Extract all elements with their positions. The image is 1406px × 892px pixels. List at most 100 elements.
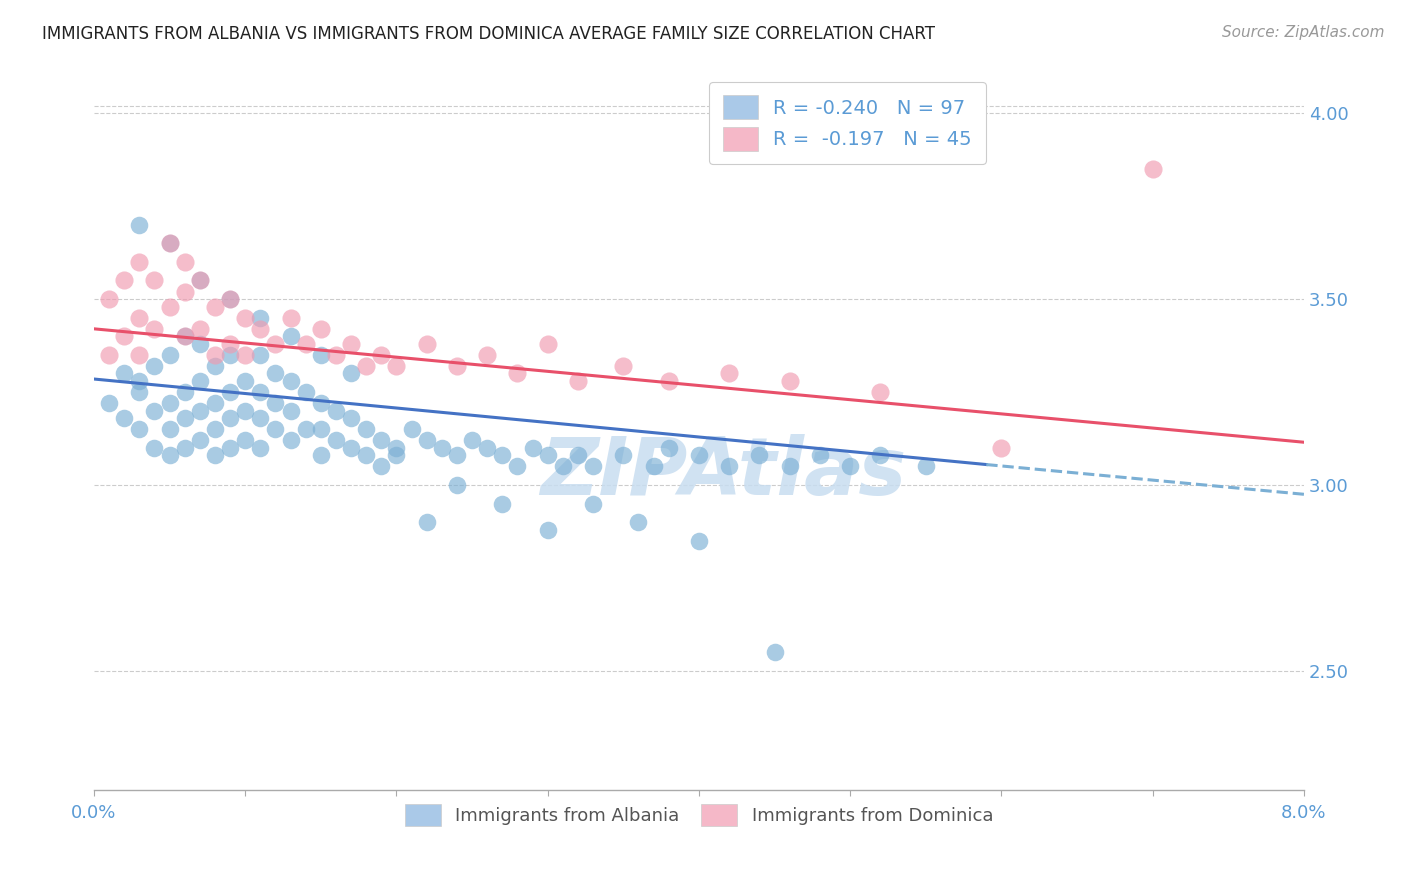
Point xyxy=(219,292,242,306)
Point xyxy=(188,434,211,448)
Point xyxy=(325,403,347,417)
Point xyxy=(491,497,513,511)
Point xyxy=(627,515,650,529)
Point xyxy=(385,448,408,462)
Point xyxy=(159,300,181,314)
Point xyxy=(128,218,150,232)
Point xyxy=(309,422,332,436)
Point xyxy=(204,422,226,436)
Point xyxy=(159,422,181,436)
Point xyxy=(219,348,242,362)
Point xyxy=(370,434,392,448)
Point xyxy=(506,459,529,474)
Point xyxy=(233,310,256,325)
Point xyxy=(173,411,195,425)
Point xyxy=(354,448,377,462)
Point xyxy=(219,384,242,399)
Point xyxy=(159,448,181,462)
Point xyxy=(264,422,287,436)
Point xyxy=(309,396,332,410)
Point xyxy=(233,403,256,417)
Point xyxy=(143,403,166,417)
Point xyxy=(748,448,770,462)
Point xyxy=(779,374,801,388)
Point xyxy=(280,329,302,343)
Text: IMMIGRANTS FROM ALBANIA VS IMMIGRANTS FROM DOMINICA AVERAGE FAMILY SIZE CORRELAT: IMMIGRANTS FROM ALBANIA VS IMMIGRANTS FR… xyxy=(42,25,935,43)
Point xyxy=(839,459,862,474)
Point xyxy=(309,348,332,362)
Point xyxy=(159,236,181,251)
Point xyxy=(112,273,135,287)
Point xyxy=(612,448,634,462)
Point xyxy=(98,292,121,306)
Point xyxy=(567,374,589,388)
Point xyxy=(385,441,408,455)
Point xyxy=(294,422,316,436)
Point xyxy=(370,459,392,474)
Point xyxy=(204,348,226,362)
Point xyxy=(173,329,195,343)
Point xyxy=(280,403,302,417)
Point xyxy=(658,374,681,388)
Point xyxy=(869,448,891,462)
Point xyxy=(808,448,831,462)
Point xyxy=(990,441,1012,455)
Point xyxy=(688,533,710,548)
Point xyxy=(143,273,166,287)
Point xyxy=(340,367,363,381)
Point xyxy=(309,322,332,336)
Point xyxy=(188,374,211,388)
Point xyxy=(506,367,529,381)
Point xyxy=(98,348,121,362)
Point xyxy=(128,348,150,362)
Point xyxy=(658,441,681,455)
Point xyxy=(173,285,195,299)
Point xyxy=(477,441,499,455)
Point xyxy=(869,384,891,399)
Point xyxy=(112,411,135,425)
Point xyxy=(582,497,605,511)
Point xyxy=(415,336,437,351)
Point xyxy=(219,441,242,455)
Point xyxy=(159,348,181,362)
Point xyxy=(415,515,437,529)
Point xyxy=(446,448,468,462)
Point xyxy=(401,422,423,436)
Point xyxy=(249,310,271,325)
Point xyxy=(461,434,484,448)
Point xyxy=(173,441,195,455)
Point xyxy=(219,292,242,306)
Point xyxy=(370,348,392,362)
Point xyxy=(204,359,226,373)
Point xyxy=(522,441,544,455)
Point xyxy=(537,448,560,462)
Point xyxy=(763,645,786,659)
Point xyxy=(914,459,936,474)
Point xyxy=(294,384,316,399)
Point xyxy=(128,374,150,388)
Point xyxy=(280,374,302,388)
Point xyxy=(582,459,605,474)
Point xyxy=(264,367,287,381)
Point xyxy=(112,367,135,381)
Text: ZIPAtlas: ZIPAtlas xyxy=(540,434,907,511)
Text: Source: ZipAtlas.com: Source: ZipAtlas.com xyxy=(1222,25,1385,40)
Point xyxy=(188,273,211,287)
Point xyxy=(233,374,256,388)
Point xyxy=(173,384,195,399)
Point xyxy=(430,441,453,455)
Point xyxy=(264,336,287,351)
Point xyxy=(325,348,347,362)
Point xyxy=(491,448,513,462)
Point xyxy=(446,359,468,373)
Point xyxy=(567,448,589,462)
Point xyxy=(354,422,377,436)
Point xyxy=(173,255,195,269)
Point xyxy=(173,329,195,343)
Point xyxy=(143,359,166,373)
Point xyxy=(128,384,150,399)
Point xyxy=(354,359,377,373)
Point xyxy=(779,459,801,474)
Point xyxy=(309,448,332,462)
Point xyxy=(537,523,560,537)
